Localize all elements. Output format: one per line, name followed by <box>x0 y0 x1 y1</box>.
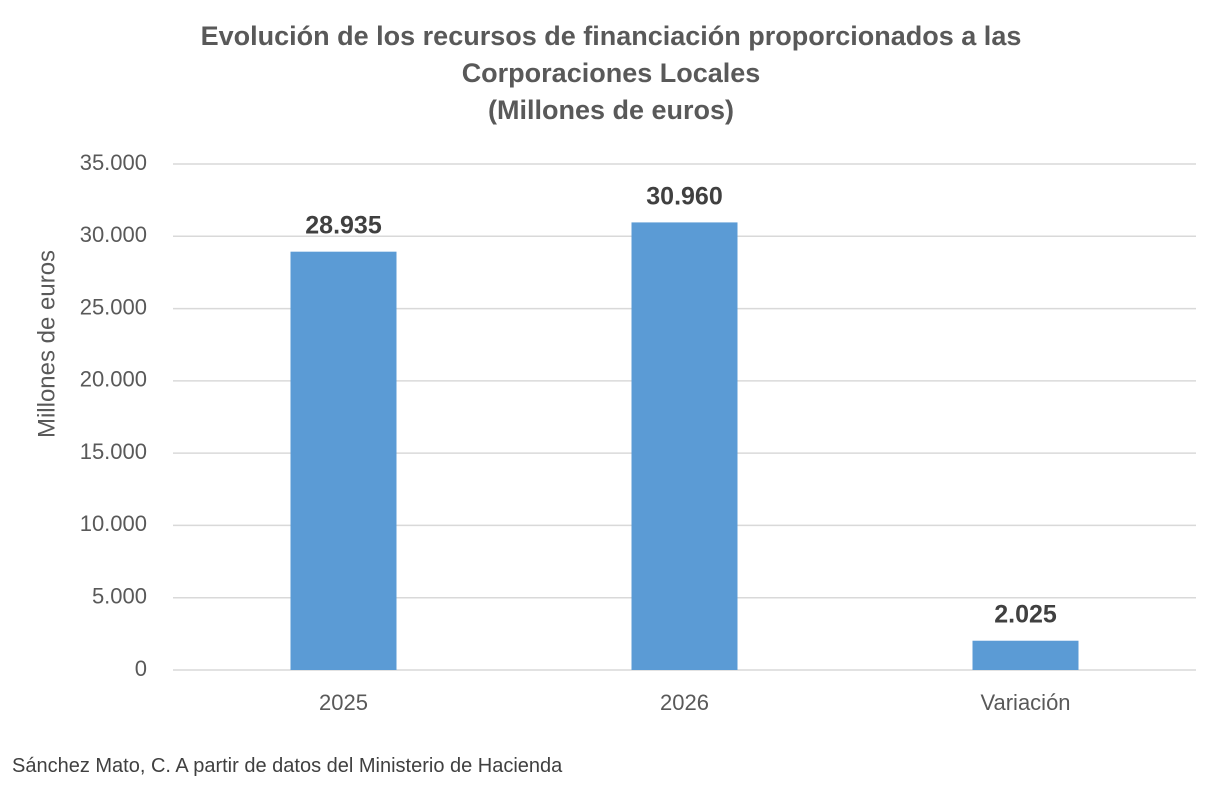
bar-2 <box>631 222 738 670</box>
y-tick-label: 35.000 <box>80 150 147 175</box>
chart-title-line-1: Evolución de los recursos de financiació… <box>200 21 1022 51</box>
x-axis-ticks: 2025 2026 Variación <box>319 690 1071 715</box>
data-label: 30.960 <box>646 182 722 210</box>
chart-title-line-3: (Millones de euros) <box>487 95 735 125</box>
y-axis-label: Millones de euros <box>33 250 60 438</box>
y-axis-ticks: 0 5.000 10.000 15.000 20.000 25.000 30.000 35.0… <box>80 150 147 681</box>
y-tick-label: 25.000 <box>80 294 147 319</box>
data-labels: 28.935 30.960 2.025 <box>305 182 1057 628</box>
x-tick-label: Variación <box>980 690 1070 715</box>
data-label: 2.025 <box>994 601 1057 629</box>
chart-title-line-2: Corporaciones Locales <box>461 58 761 88</box>
x-tick-label: 2025 <box>319 690 368 715</box>
bar-3 <box>972 640 1079 670</box>
y-tick-label: 15.000 <box>80 439 147 464</box>
x-tick-label: 2026 <box>660 690 709 715</box>
y-tick-label: 20.000 <box>80 367 147 392</box>
y-tick-label: 0 <box>135 656 147 681</box>
data-label: 28.935 <box>305 212 382 240</box>
source-note: Sánchez Mato, C. A partir de datos del M… <box>12 755 563 777</box>
bars <box>290 222 1079 671</box>
y-tick-label: 5.000 <box>92 584 147 609</box>
y-tick-label: 30.000 <box>80 222 147 247</box>
bar-1 <box>290 251 397 671</box>
chart-title: Evolución de los recursos de financiació… <box>0 18 1222 129</box>
y-tick-label: 10.000 <box>80 511 147 536</box>
